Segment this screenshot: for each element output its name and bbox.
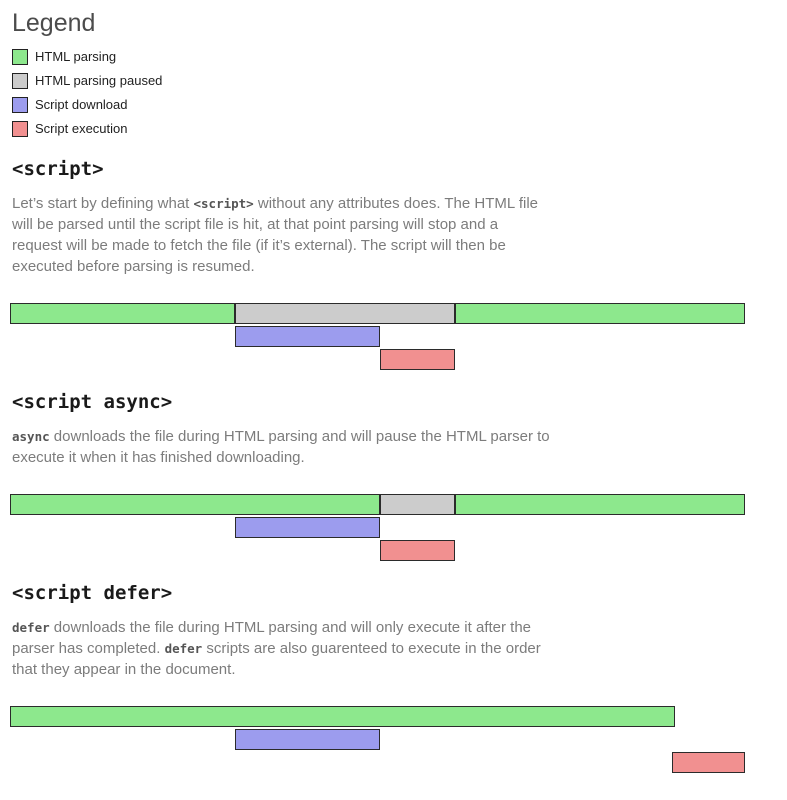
diagram-row bbox=[10, 705, 745, 727]
diagram-row bbox=[10, 751, 745, 773]
diagram-row bbox=[10, 493, 745, 515]
execution-bar bbox=[379, 539, 455, 561]
html-parsing-paused-swatch bbox=[12, 72, 28, 89]
legend-item: HTML parsing paused bbox=[12, 72, 787, 89]
sections: <script> Let’s start by defining what <sc… bbox=[10, 158, 787, 773]
inline-code: defer bbox=[12, 619, 50, 635]
section-heading: <script async> bbox=[12, 390, 173, 413]
legend-item-label: HTML parsing bbox=[35, 49, 117, 64]
diagram-row bbox=[10, 539, 745, 561]
diagram-row bbox=[10, 302, 745, 324]
paragraph-text: scripts are also guarenteed to execute i… bbox=[12, 639, 541, 678]
script-download-swatch bbox=[12, 96, 28, 113]
execution-bar bbox=[672, 751, 745, 773]
paragraph-text: downloads the file during HTML parsing a… bbox=[12, 618, 532, 657]
parsing-bar bbox=[10, 493, 380, 515]
section-paragraph: Let’s start by defining what <script> wi… bbox=[12, 193, 552, 277]
legend-item: Script download bbox=[12, 96, 787, 113]
download-bar bbox=[234, 728, 380, 750]
execution-bar bbox=[379, 348, 455, 370]
diagram-row bbox=[10, 325, 745, 347]
section-heading: <script> bbox=[12, 158, 104, 180]
script-execution-swatch bbox=[12, 120, 28, 137]
html-parsing-swatch bbox=[12, 48, 28, 65]
section-paragraph: defer downloads the file during HTML par… bbox=[12, 617, 552, 680]
paused-bar bbox=[379, 493, 455, 515]
diagram-row bbox=[10, 728, 745, 750]
diagram-row bbox=[10, 348, 745, 370]
legend-item-label: Script execution bbox=[35, 121, 128, 136]
parsing-bar bbox=[10, 705, 676, 727]
page: Legend HTML parsing HTML parsing paused Sc… bbox=[10, 9, 787, 773]
inline-code: <script> bbox=[193, 195, 254, 211]
legend-list: HTML parsing HTML parsing paused Script do… bbox=[12, 48, 787, 137]
parsing-bar bbox=[454, 493, 745, 515]
download-bar bbox=[234, 516, 380, 538]
section-heading: <script defer> bbox=[12, 581, 173, 604]
parsing-bar bbox=[454, 302, 745, 324]
inline-code: defer bbox=[164, 640, 203, 656]
legend-item-label: Script download bbox=[35, 97, 128, 112]
legend-item: Script execution bbox=[12, 120, 787, 137]
legend-title: Legend bbox=[12, 9, 96, 37]
parsing-bar bbox=[10, 302, 235, 324]
timeline-diagram bbox=[10, 705, 745, 773]
paragraph-text: downloads the file during HTML parsing a… bbox=[12, 427, 550, 466]
timeline-diagram bbox=[10, 493, 745, 561]
legend-item-label: HTML parsing paused bbox=[35, 73, 163, 88]
paragraph-text: without any attributes does. The HTML fi… bbox=[12, 194, 539, 275]
legend-item: HTML parsing bbox=[12, 48, 787, 65]
inline-code: async bbox=[12, 428, 50, 444]
paragraph-text: Let’s start by defining what bbox=[12, 194, 194, 212]
section-paragraph: async downloads the file during HTML par… bbox=[12, 426, 552, 468]
diagram-row bbox=[10, 516, 745, 538]
paused-bar bbox=[234, 302, 455, 324]
download-bar bbox=[234, 325, 380, 347]
timeline-diagram bbox=[10, 302, 745, 370]
